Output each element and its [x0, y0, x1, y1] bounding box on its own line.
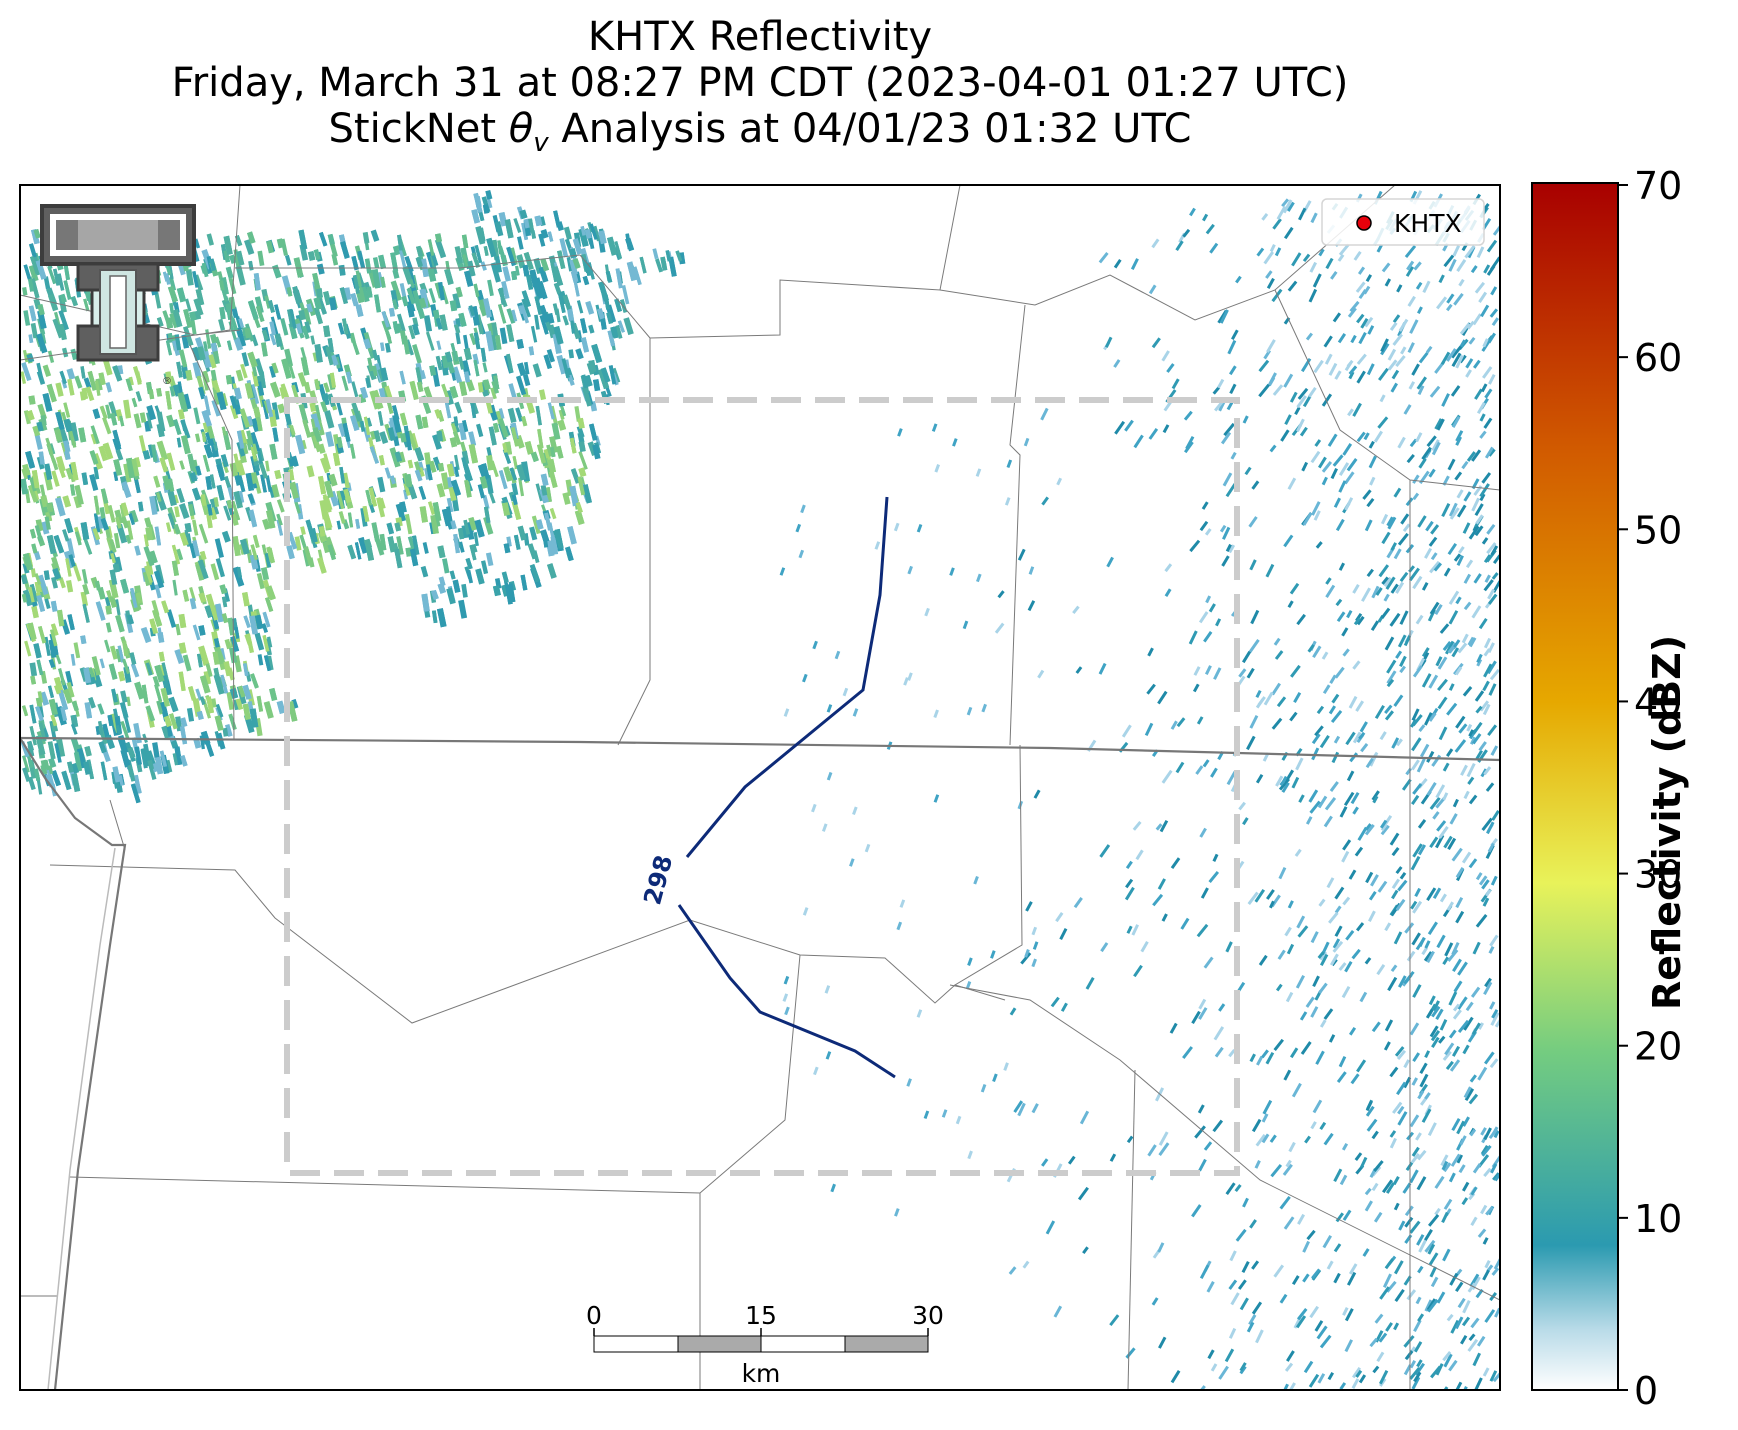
title-line-3-suffix: Analysis at 04/01/23 01:32 UTC	[548, 106, 1192, 152]
analysis-domain-box	[284, 397, 1240, 1176]
state-border-offset	[47, 847, 116, 1390]
scalebar-tick-30: 30	[912, 1301, 944, 1330]
title-theta: θ	[508, 106, 534, 152]
colorbar-gradient	[1531, 182, 1619, 1391]
title-line-2: Friday, March 31 at 08:27 PM CDT (2023-0…	[171, 60, 1349, 106]
texas-tech-logo: ®	[40, 204, 196, 387]
colorbar-label: Reflectivity (dBZ)	[1645, 634, 1689, 1010]
svg-text:®: ®	[162, 376, 172, 387]
colorbar-tick-label: 10	[1634, 1197, 1682, 1241]
scale-bar: 0 15 30 km	[586, 1301, 944, 1388]
state-border	[20, 736, 1500, 1390]
colorbar-tick-label: 40	[1634, 680, 1682, 724]
legend: KHTX	[1321, 198, 1485, 246]
legend-label: KHTX	[1394, 209, 1462, 238]
scalebar-tick-15: 15	[745, 1301, 777, 1330]
legend-marker-icon	[1356, 215, 1372, 231]
colorbar-tick-label: 0	[1634, 1369, 1658, 1413]
theta-v-contour	[677, 496, 896, 1079]
title-line-1: KHTX Reflectivity	[587, 14, 933, 60]
colorbar-tick-label: 70	[1634, 164, 1682, 208]
colorbar-tick-label: 50	[1634, 508, 1682, 552]
map-frame	[19, 184, 1501, 1391]
colorbar-tick-label: 60	[1634, 336, 1682, 380]
colorbar-ticks: 0 10 20 30 40 50 60 70	[1618, 164, 1682, 1413]
reflectivity-echoes	[20, 190, 1500, 1390]
map-content: 298 ® KHTX 0 15	[20, 185, 1500, 1390]
scalebar-tick-0: 0	[586, 1301, 602, 1330]
colorbar-tick-label: 30	[1634, 853, 1682, 897]
title-line-3: StickNet θv Analysis at 04/01/23 01:32 U…	[0, 106, 1520, 166]
colorbar-tick-label: 20	[1634, 1025, 1682, 1069]
scalebar-unit: km	[742, 1359, 781, 1388]
title-theta-subscript: v	[533, 128, 549, 158]
title-line-3-prefix: StickNet	[328, 106, 509, 152]
colorbar: 0 10 20 30 40 50 60 70	[1531, 164, 1682, 1413]
contour-label: 298	[638, 852, 678, 908]
map-title: KHTX Reflectivity Friday, March 31 at 08…	[0, 14, 1520, 166]
